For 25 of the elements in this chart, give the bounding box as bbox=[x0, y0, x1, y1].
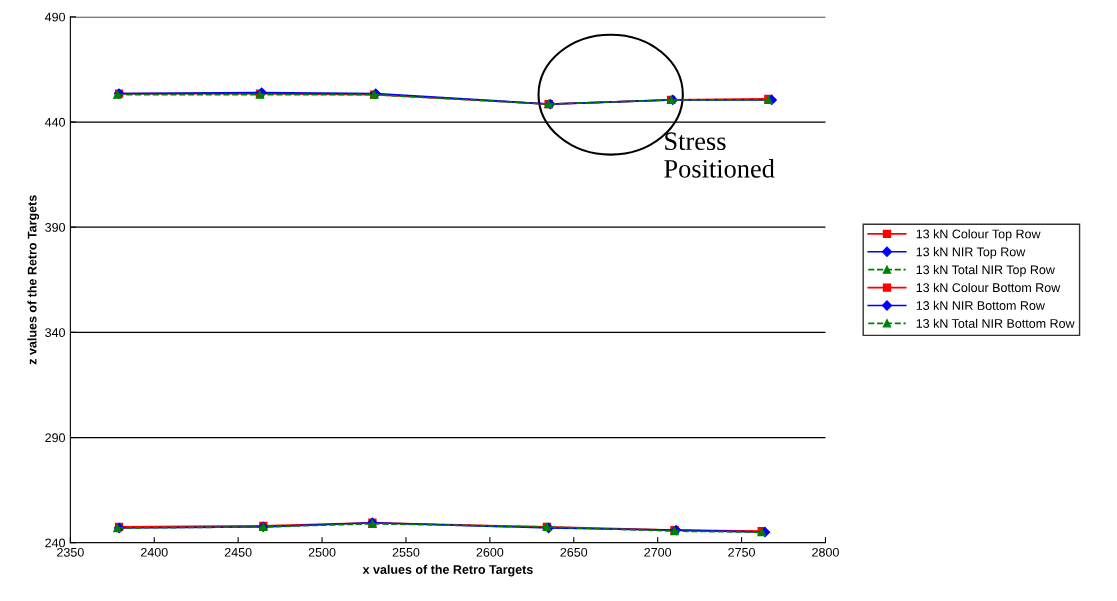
x-tick-label: 2750 bbox=[728, 547, 755, 557]
y-tick-label: 390 bbox=[45, 222, 66, 232]
y-tick-label: 290 bbox=[45, 433, 66, 443]
y-axis-title: z values of the Retro Targets bbox=[27, 195, 40, 365]
legend-label: 13 kN Total NIR Top Row bbox=[916, 264, 1055, 277]
x-tick-label: 2550 bbox=[392, 547, 420, 557]
legend-label: 13 kN Colour Bottom Row bbox=[916, 282, 1061, 293]
x-tick-label: 2350 bbox=[57, 547, 84, 557]
x-axis-title: x values of the Retro Targets bbox=[362, 564, 533, 577]
x-tick-label: 2700 bbox=[644, 547, 672, 557]
x-tick-label: 2450 bbox=[224, 547, 252, 557]
legend-label: 13 kN NIR Top Row bbox=[916, 247, 1026, 259]
x-tick-label: 2800 bbox=[812, 547, 839, 557]
legend-label: 13 kN Colour Top Row bbox=[916, 229, 1041, 241]
y-tick-label: 340 bbox=[45, 328, 66, 338]
y-tick-label: 440 bbox=[44, 117, 66, 127]
x-tick-label: 2650 bbox=[560, 547, 588, 557]
legend-label: 13 kN Total NIR Bottom Row bbox=[916, 318, 1075, 328]
x-tick-label: 2400 bbox=[141, 547, 168, 557]
y-tick-label: 490 bbox=[44, 12, 66, 22]
y-tick-label: 240 bbox=[45, 538, 66, 548]
legend-label: 13 kN NIR Bottom Row bbox=[916, 300, 1045, 310]
annotation: Stress Positioned bbox=[664, 132, 775, 178]
x-tick-label: 2600 bbox=[476, 547, 504, 557]
x-tick-label: 2500 bbox=[308, 547, 336, 557]
